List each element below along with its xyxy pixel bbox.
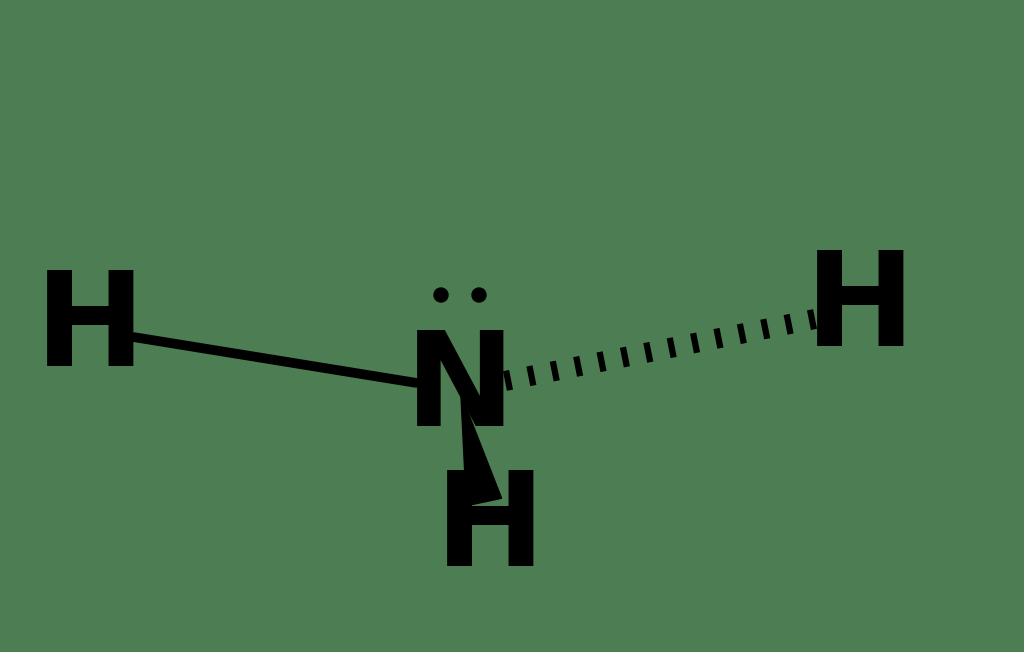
Polygon shape [461, 394, 502, 506]
Text: H: H [805, 246, 915, 374]
Text: H: H [35, 267, 145, 394]
Text: H: H [435, 466, 545, 593]
Circle shape [472, 288, 486, 302]
Text: N: N [404, 327, 515, 454]
Circle shape [434, 288, 449, 302]
